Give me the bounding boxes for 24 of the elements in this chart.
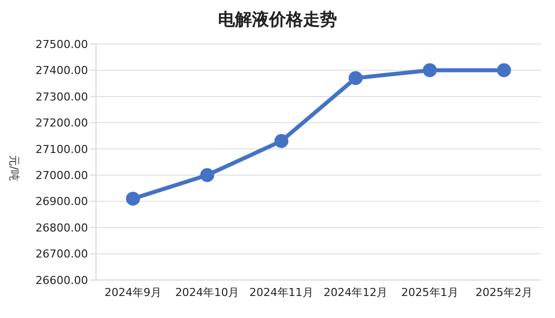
y-tick-label: 27500.00	[36, 38, 88, 51]
y-tick-label: 26900.00	[36, 195, 88, 208]
y-axis-title: 元/吨	[6, 155, 22, 181]
chart-title: 电解液价格走势	[217, 9, 338, 31]
point	[422, 63, 437, 78]
point	[497, 63, 511, 78]
x-tick-label: 2024年11月	[249, 286, 314, 299]
y-tick-label: 27400.00	[36, 64, 88, 78]
point	[200, 168, 214, 182]
point	[348, 71, 363, 86]
y-tick-label: 26800.00	[36, 221, 88, 234]
y-tick-label: 27000.00	[36, 169, 88, 182]
y-tick-label: 26700.00	[36, 248, 88, 261]
x-tick-label: 2024年12月	[324, 286, 388, 299]
x-tick-label: 2025年1月	[401, 286, 458, 299]
x-tick-label: 2025年2月	[476, 286, 532, 299]
y-tick-label: 26600.00	[36, 274, 88, 287]
y-tick-label: 27200.00	[36, 116, 88, 130]
y-tick-label: 27100.00	[36, 142, 88, 156]
point	[126, 192, 140, 206]
y-tick-label: 27300.00	[36, 90, 88, 104]
point	[274, 134, 288, 148]
x-tick-label: 2024年10月	[175, 286, 240, 299]
x-tick-label: 2024年9月	[104, 286, 162, 299]
